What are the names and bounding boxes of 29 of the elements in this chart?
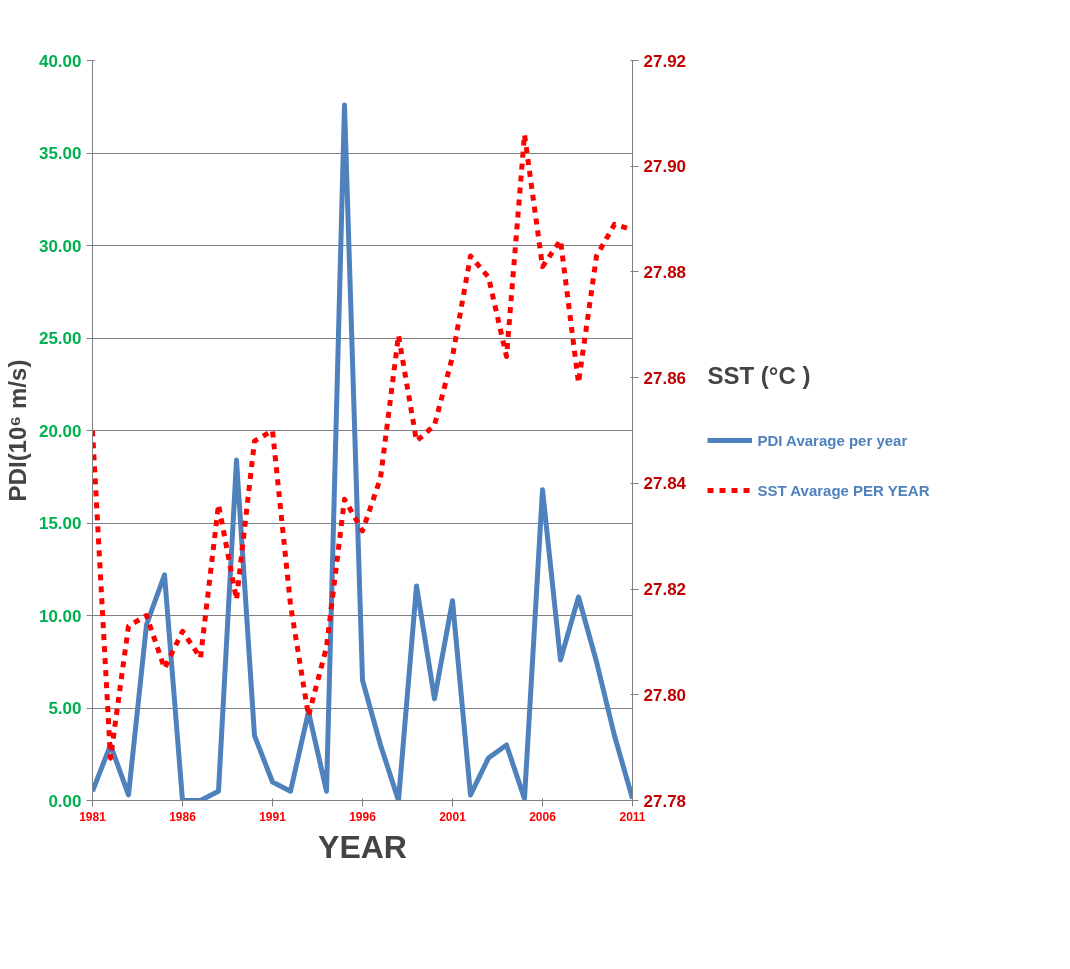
y-tick-label: 0.00 (48, 791, 82, 811)
x-tick-label: 1986 (169, 809, 197, 824)
y-tick-label: 25.00 (38, 329, 82, 348)
x-tick-label: 1981 (79, 809, 107, 824)
y-tick-label: 30.00 (38, 236, 82, 256)
y-tick-label: 20.00 (38, 421, 82, 441)
y2-tick-label: 27.80 (643, 685, 687, 705)
x-tick-label: 2001 (439, 809, 467, 824)
legend-label: SST Avarage PER YEAR (757, 481, 930, 499)
x-tick-label: 1996 (349, 809, 377, 824)
x-tick-label: 1991 (259, 809, 287, 824)
x-tick-label: 2011 (619, 809, 646, 824)
y-tick-label: 35.00 (38, 144, 82, 163)
x-axis-title: YEAR (318, 828, 407, 865)
y2-tick-label: 27.82 (643, 580, 687, 600)
x-tick-label: 2006 (529, 809, 557, 824)
y2-axis-title: SST (°C ) (707, 362, 812, 390)
y-tick-label: 40.00 (38, 51, 82, 71)
y2-tick-label: 27.90 (643, 157, 687, 177)
y2-tick-label: 27.84 (643, 474, 687, 494)
y-tick-label: 10.00 (38, 606, 82, 626)
y2-tick-label: 27.88 (643, 262, 687, 282)
y2-tick-label: 27.86 (643, 368, 687, 388)
y2-tick-label: 27.78 (643, 791, 687, 811)
y2-tick-label: 27.92 (643, 51, 687, 71)
y-tick-label: 15.00 (38, 514, 82, 533)
legend-label: PDI Avarage per year (757, 431, 908, 449)
y-tick-label: 5.00 (48, 699, 82, 718)
y-axis-title: PDI(10⁶ m/s) (3, 359, 31, 502)
